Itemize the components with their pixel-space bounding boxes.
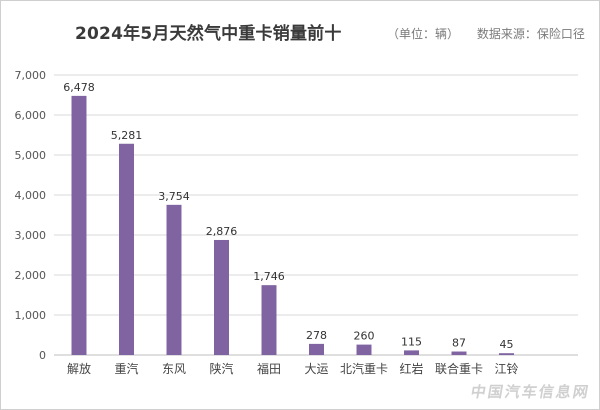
bars (71, 95, 514, 355)
x-tick-label: 江铃 (494, 361, 518, 376)
bar (356, 344, 372, 355)
bar (71, 95, 87, 355)
x-axis: 解放 重汽 东风 陕汽 福田 大运 北汽重卡 红岩 联合重卡 江铃 (67, 361, 519, 376)
y-tick-label: 1,000 (15, 309, 47, 322)
y-tick-label: 0 (39, 349, 46, 362)
data-label: 6,478 (63, 81, 95, 94)
bar (261, 285, 277, 355)
bar (499, 353, 514, 355)
y-tick-label: 5,000 (15, 149, 47, 162)
chart-title: 2024年5月天然气中重卡销量前十 (75, 24, 342, 44)
bar (119, 143, 134, 355)
x-tick-label: 红岩 (399, 361, 423, 376)
chart-note: （单位：辆） 数据来源：保险口径 (387, 25, 585, 42)
y-tick-label: 3,000 (15, 229, 47, 242)
data-label: 2,876 (206, 225, 238, 238)
x-tick-label: 陕汽 (209, 361, 233, 376)
data-label: 1,746 (253, 270, 285, 283)
y-tick-label: 6,000 (15, 109, 47, 122)
data-label: 3,754 (158, 190, 190, 203)
data-label: 278 (306, 329, 327, 342)
x-tick-label: 解放 (67, 361, 91, 376)
bar (451, 351, 467, 355)
data-label: 115 (401, 335, 422, 348)
x-tick-label: 东风 (162, 362, 186, 376)
y-axis: 0 1,000 2,000 3,000 4,000 5,000 6,000 7,000 (15, 69, 47, 362)
data-label: 87 (452, 337, 466, 350)
value-labels: 6,478 5,281 3,754 2,876 1,746 278 260 115 87 45 (63, 81, 513, 351)
x-tick-label: 北汽重卡 (340, 361, 388, 376)
data-label: 260 (354, 330, 375, 343)
x-tick-label: 大运 (304, 362, 328, 376)
source-note: 数据来源：保险口径 (476, 27, 585, 41)
x-tick-label: 重汽 (114, 361, 138, 376)
bar (309, 343, 324, 355)
bar (166, 204, 182, 355)
unit-note: （单位：辆） (387, 27, 460, 41)
y-tick-label: 4,000 (15, 189, 47, 202)
bar (214, 239, 229, 355)
y-tick-label: 2,000 (15, 269, 47, 282)
x-tick-label: 福田 (257, 361, 281, 376)
data-label: 45 (500, 338, 514, 351)
data-label: 5,281 (111, 129, 143, 142)
x-tick-label: 联合重卡 (435, 361, 483, 376)
bar (404, 350, 419, 355)
y-tick-label: 7,000 (15, 69, 47, 82)
